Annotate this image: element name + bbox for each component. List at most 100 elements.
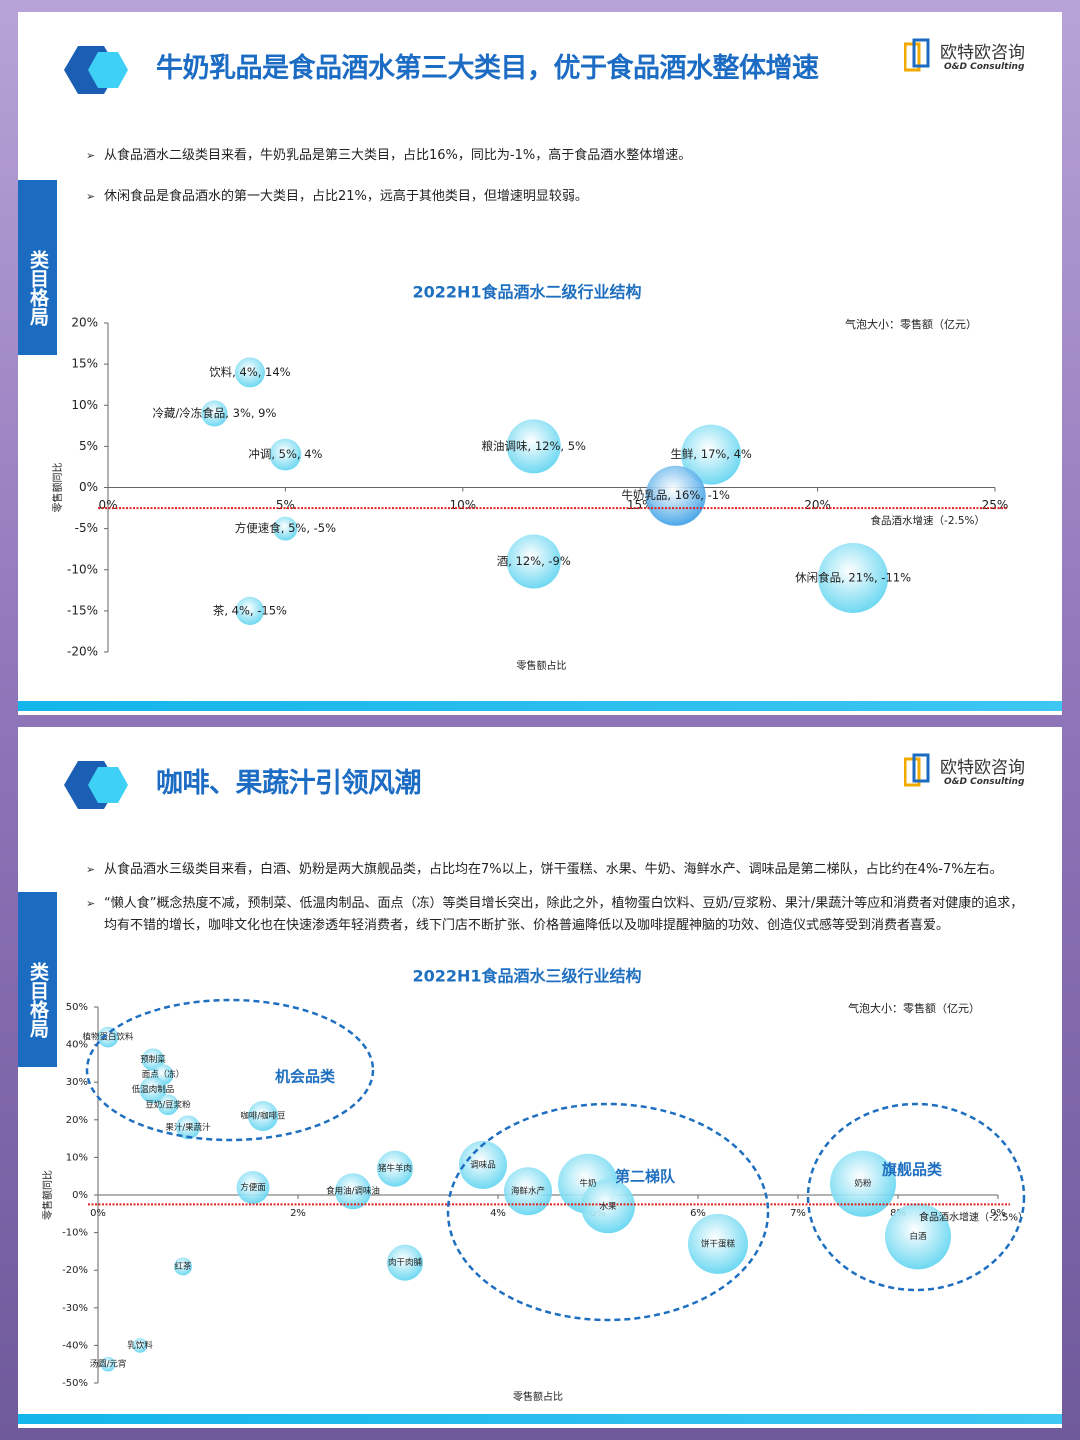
group-label: 旗舰品类 — [882, 1161, 943, 1179]
y-axis-title: 零售额同比 — [51, 463, 64, 513]
bubble-label: 肉干肉脯 — [388, 1257, 423, 1268]
bubble-label: 汤圆/元宵 — [90, 1359, 127, 1370]
y-tick-label: 10% — [71, 398, 98, 412]
y-tick-label: 10% — [66, 1152, 88, 1163]
y-axis-title: 零售额同比 — [41, 1170, 54, 1220]
bubble — [141, 1048, 165, 1071]
bubble-label: 冲调, 5%, 4% — [248, 447, 322, 461]
bubble-label: 牛奶 — [579, 1178, 596, 1189]
bubble-label: 植物蛋白饮料 — [82, 1032, 134, 1043]
bubble-label: 乳饮料 — [127, 1340, 153, 1351]
side-tab: 类目格局 — [18, 892, 57, 1067]
slide-title: 咖啡、果蔬汁引领风潮 — [156, 768, 422, 799]
bubble-label: 面点（冻） — [142, 1069, 185, 1080]
y-tick-label: 0% — [79, 480, 98, 494]
x-tick-label: 20% — [804, 498, 831, 512]
y-tick-label: 15% — [71, 357, 98, 371]
x-tick-label: 5% — [276, 498, 295, 512]
logo: 欧特欧咨询 O&D Consulting — [904, 751, 1034, 795]
group-label: 第二梯队 — [615, 1168, 676, 1186]
x-tick-label: 10% — [449, 498, 476, 512]
hex-icon — [64, 46, 128, 94]
bubble — [645, 465, 706, 526]
bubble — [581, 1179, 635, 1234]
bubble — [139, 1076, 167, 1104]
x-tick-label: 25% — [982, 498, 1009, 512]
bubble — [377, 1150, 413, 1187]
bubble — [248, 1101, 278, 1132]
bubble — [459, 1140, 507, 1189]
y-tick-label: 20% — [66, 1115, 88, 1126]
bubble-label: 粮油调味, 12%, 5% — [482, 439, 586, 453]
bubble — [269, 438, 302, 471]
bubble-label: 方便面 — [240, 1182, 266, 1193]
bubble-label: 预制菜 — [140, 1054, 166, 1065]
y-tick-label: -20% — [62, 1265, 88, 1276]
bullet: “懒人食”概念热度不减，预制菜、低温肉制品、面点（冻）等类目增长突出，除此之外，… — [86, 893, 1036, 937]
bubble — [506, 534, 561, 589]
bubble — [885, 1203, 951, 1270]
y-tick-label: -10% — [62, 1228, 88, 1239]
bullets: 从食品酒水二级类目来看，牛奶乳品是第三大类目，占比16%，同比为-1%，高于食品… — [86, 145, 1036, 227]
x-axis-title: 零售额占比 — [517, 659, 567, 672]
bubble-label: 方便速食, 5%, -5% — [235, 521, 336, 535]
bubble — [236, 1171, 270, 1204]
x-tick-label: 4% — [490, 1208, 506, 1219]
bubble-label: 调味品 — [470, 1159, 496, 1170]
group-outline — [85, 998, 375, 1142]
y-tick-label: -10% — [67, 562, 98, 576]
bubble — [335, 1173, 371, 1210]
y-tick-label: -40% — [62, 1340, 88, 1351]
logo-name: 欧特欧咨询 — [940, 758, 1025, 778]
bubble — [818, 542, 889, 613]
y-tick-label: -20% — [67, 645, 98, 659]
x-axis-title: 零售额占比 — [513, 1390, 563, 1403]
chart-title: 2022H1食品酒水二级行业结构 — [412, 283, 641, 302]
logo-name: 欧特欧咨询 — [940, 43, 1025, 63]
footer-bar — [18, 1414, 1062, 1424]
bubble-label: 饮料, 4%, 14% — [209, 365, 290, 379]
bubble — [273, 516, 298, 541]
bubble — [387, 1244, 423, 1281]
bubble-label: 饼干蛋糕 — [701, 1238, 736, 1249]
bubble — [234, 357, 265, 388]
bubble-label: 水果 — [599, 1201, 617, 1212]
chart-title: 2022H1食品酒水三级行业结构 — [412, 967, 641, 986]
logo: 欧特欧咨询 O&D Consulting — [904, 36, 1034, 80]
bubble-label: 果汁/果蔬汁 — [165, 1122, 211, 1133]
reference-label: 食品酒水增速（-2.5%） — [871, 514, 985, 527]
y-tick-label: 40% — [66, 1040, 88, 1051]
bubble-label: 豆奶/豆浆粉 — [145, 1099, 191, 1110]
y-tick-label: 5% — [79, 439, 98, 453]
bubble-label: 海鲜水产 — [511, 1186, 545, 1197]
slide: 牛奶乳品是食品酒水第三大类目，优于食品酒水整体增速 欧特欧咨询 O&D Consu… — [18, 12, 1062, 715]
bubble — [688, 1213, 748, 1274]
hex-icon — [64, 761, 128, 809]
y-tick-label: 0% — [72, 1190, 88, 1201]
bubble-label: 红茶 — [174, 1261, 192, 1272]
y-tick-label: 30% — [66, 1077, 88, 1088]
bubble-label: 食用油/调味油 — [326, 1186, 380, 1197]
bubble — [201, 400, 228, 427]
bubble-label: 牛奶乳品, 16%, -1% — [621, 488, 730, 502]
x-tick-label: 2% — [290, 1208, 306, 1219]
bubble — [174, 1257, 192, 1276]
reference-label: 食品酒水增速（-2.5%） — [919, 1210, 1028, 1223]
bubble — [100, 1356, 116, 1372]
bubble-label: 茶, 4%, -15% — [213, 603, 287, 617]
bubble-label: 奶粉 — [854, 1178, 872, 1189]
bubble-label: 猪牛羊肉 — [378, 1163, 412, 1174]
bubble-label: 冷藏/冷冻食品, 3%, 9% — [152, 406, 276, 420]
bullet: 休闲食品是食品酒水的第一大类目，占比21%，远高于其他类目，但增速明显较弱。 — [86, 186, 1036, 208]
bubble — [681, 424, 742, 485]
y-tick-label: -15% — [67, 603, 98, 617]
y-tick-label: 20% — [71, 316, 98, 330]
bubble — [176, 1115, 200, 1140]
bubble — [235, 596, 264, 625]
logo-sub: O&D Consulting — [944, 777, 1025, 787]
bullets: 从食品酒水三级类目来看，白酒、奶粉是两大旗舰品类，占比均在7%以上，饼干蛋糕、水… — [86, 859, 1036, 949]
bubble — [157, 1094, 179, 1116]
